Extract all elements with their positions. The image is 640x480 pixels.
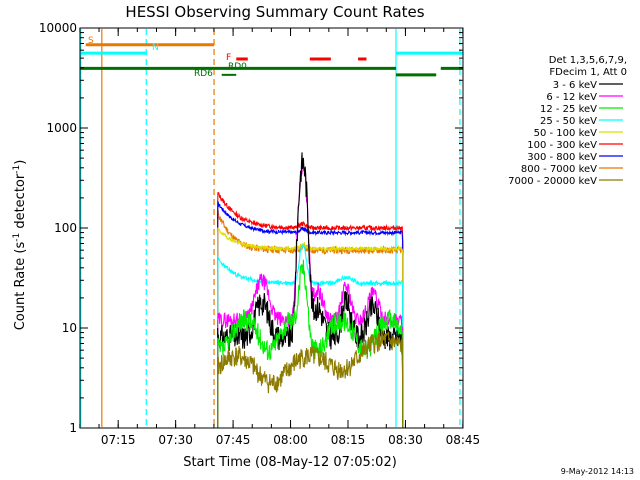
night-label: N xyxy=(152,43,159,53)
legend-label: 3 - 6 keV xyxy=(553,80,597,91)
legend-label: 12 - 25 keV xyxy=(540,104,597,115)
axis-ticks: 07:15 07:30 07:45 08:00 08:15 08:30 08:45 1 10 10… xyxy=(39,21,480,447)
series-line-3-6-keV xyxy=(217,152,404,428)
legend-label: 100 - 300 keV xyxy=(527,140,597,151)
legend: Det 1,3,5,6,7,9,FDecim 1, Att 0 3 - 6 keV… xyxy=(508,55,627,187)
y-tick-label: 10000 xyxy=(39,21,77,35)
legend-title: Det 1,3,5,6,7,9, xyxy=(549,55,627,66)
legend-label: 50 - 100 keV xyxy=(534,128,598,139)
x-tick-label: 08:30 xyxy=(388,433,423,447)
x-tick-label: 07:45 xyxy=(216,433,251,447)
x-axis-label: Start Time (08-May-12 07:05:02) xyxy=(183,455,397,470)
x-tick-label: 08:45 xyxy=(446,433,481,447)
x-tick-label: 08:15 xyxy=(331,433,366,447)
y-tick-label: 10 xyxy=(62,321,77,335)
legend-label: 300 - 800 keV xyxy=(527,152,597,163)
timestamp: 9-May-2012 14:13 xyxy=(561,467,634,476)
data-lines xyxy=(217,152,404,428)
legend-label: 6 - 12 keV xyxy=(546,92,597,103)
flare-label: F xyxy=(226,53,231,63)
saa-label: S xyxy=(88,36,94,46)
legend-label: 25 - 50 keV xyxy=(540,116,597,127)
series-line-7000-20000-keV xyxy=(217,329,404,428)
x-tick-label: 07:15 xyxy=(101,433,136,447)
chart-title: HESSI Observing Summary Count Rates xyxy=(125,3,424,21)
rd6-label: RD6 xyxy=(194,69,213,79)
y-tick-label: 1 xyxy=(69,421,77,435)
y-tick-label: 100 xyxy=(54,221,77,235)
series-line-50-100-keV xyxy=(217,227,404,428)
rd0-label: RD0 xyxy=(228,62,247,72)
legend-label: 800 - 7000 keV xyxy=(521,164,597,175)
legend-title: FDecim 1, Att 0 xyxy=(549,67,627,78)
x-tick-label: 07:30 xyxy=(158,433,193,447)
legend-label: 7000 - 20000 keV xyxy=(508,176,597,187)
x-tick-label: 08:00 xyxy=(273,433,308,447)
y-axis-label: Count Rate (s-1 detector-1) xyxy=(12,160,28,331)
series-line-300-800-keV xyxy=(217,200,404,428)
series-line-100-300-keV xyxy=(217,191,404,428)
y-tick-label: 1000 xyxy=(46,121,77,135)
series-line-6-12-keV xyxy=(217,160,404,428)
